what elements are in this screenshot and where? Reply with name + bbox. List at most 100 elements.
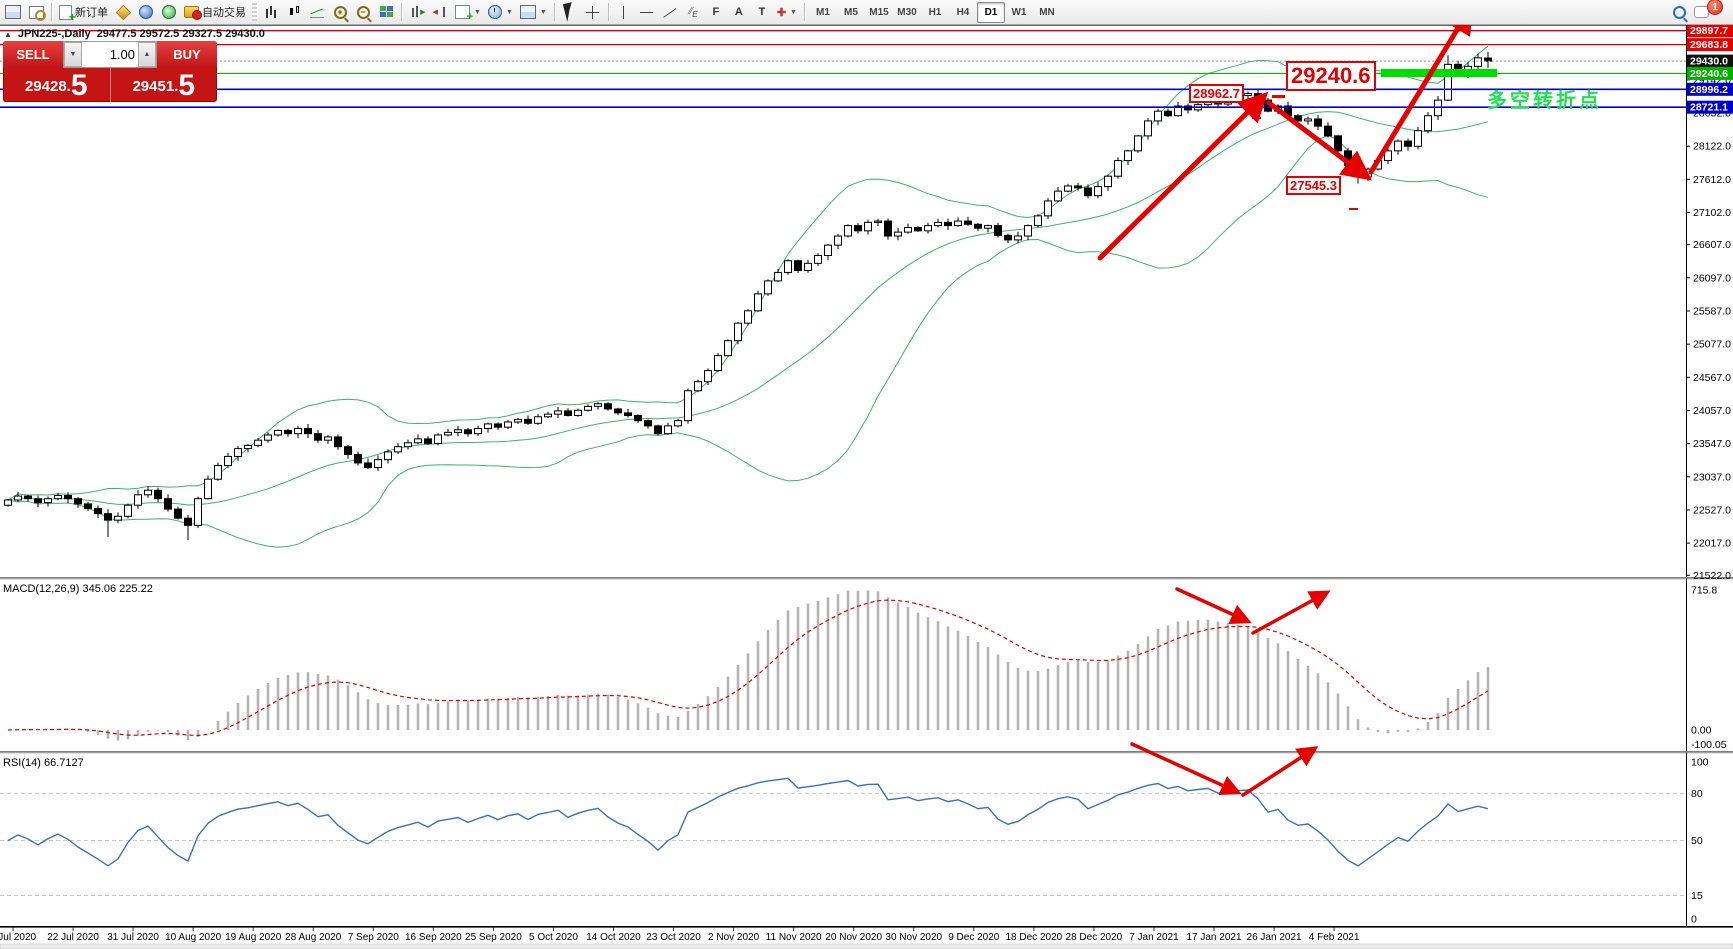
line-chart-button[interactable] xyxy=(306,2,328,23)
channel-button[interactable]: ⫽E xyxy=(682,2,704,23)
candle-body xyxy=(94,507,102,515)
candlestick-chart-button[interactable] xyxy=(283,2,305,23)
timeframe-h4[interactable]: H4 xyxy=(956,6,970,18)
trendline-button[interactable] xyxy=(659,2,681,23)
candle-body xyxy=(324,436,332,441)
text-button[interactable]: A xyxy=(728,2,750,23)
trend-arrow[interactable] xyxy=(1368,25,1473,175)
chevron-down-icon: ▼ xyxy=(790,8,797,16)
date-label: 25 Sep 2020 xyxy=(465,932,522,943)
quotes-button[interactable] xyxy=(112,2,134,23)
data-window-button[interactable] xyxy=(135,2,157,23)
candle-body xyxy=(274,429,282,436)
new-order-button[interactable]: 新订单 xyxy=(56,2,111,24)
zoom-out-button[interactable]: − xyxy=(352,2,374,23)
collapse-arrow-icon[interactable]: ▲ xyxy=(4,29,12,39)
candle-body xyxy=(1114,160,1122,177)
macd-indicator xyxy=(7,590,1490,741)
timeframe-m30[interactable]: M30 xyxy=(897,6,917,18)
market-watch-button[interactable] xyxy=(25,2,47,23)
candle-body xyxy=(244,444,252,450)
price-tag[interactable] xyxy=(1687,54,1733,68)
candle-body xyxy=(264,434,272,441)
autotrade-button[interactable]: 自动交易 xyxy=(181,2,249,23)
chart-ohlc-values: 29477.5 29572.5 29327.5 29430.0 xyxy=(96,28,265,40)
candle-body xyxy=(1294,115,1302,122)
macd-arrow[interactable] xyxy=(1175,587,1252,625)
price-tag[interactable] xyxy=(1687,82,1733,96)
sell-price-int: 29428. xyxy=(24,78,71,95)
price-tag[interactable] xyxy=(1687,38,1733,52)
candle-body xyxy=(284,429,292,435)
tile-windows-button[interactable] xyxy=(375,2,397,23)
candle-body xyxy=(514,418,522,423)
chevron-down-icon: ▼ xyxy=(474,8,481,16)
candle-body xyxy=(1334,135,1342,152)
date-label: 30 Nov 2020 xyxy=(885,932,942,943)
support-highlight-bar[interactable] xyxy=(1381,69,1497,77)
globe-icon xyxy=(139,5,153,19)
candle-body xyxy=(1394,140,1402,152)
volume-increment-button[interactable]: ▲ xyxy=(138,42,156,67)
candle-body xyxy=(664,425,672,435)
low-price-label[interactable]: 27545.3 xyxy=(1286,176,1341,195)
auto-scroll-icon xyxy=(410,6,426,18)
volume-decrement-button[interactable]: ▼ xyxy=(64,42,82,67)
candle-body xyxy=(1414,130,1422,147)
candle-body xyxy=(754,293,762,312)
candle-body xyxy=(64,494,72,500)
timeframe-m5[interactable]: M5 xyxy=(844,6,858,18)
chart-window[interactable]: 29142.028632.028122.027612.027102.026607… xyxy=(0,25,1733,949)
target-price-label[interactable]: 29240.6 xyxy=(1286,61,1376,91)
zoom-in-button[interactable]: + xyxy=(329,2,351,23)
buy-price[interactable]: 29451. 5 xyxy=(111,68,218,102)
fibonacci-button[interactable]: F xyxy=(705,2,727,23)
candle-body xyxy=(594,403,602,407)
candle-body xyxy=(614,408,622,414)
pivot-point-text[interactable]: 多空转折点 xyxy=(1487,90,1602,112)
text-label-button[interactable]: T xyxy=(751,2,773,23)
horizontal-line-button[interactable] xyxy=(636,2,658,23)
buy-button[interactable]: BUY xyxy=(157,41,217,68)
rsi-arrow[interactable] xyxy=(1241,746,1319,797)
candle-body xyxy=(314,433,322,441)
search-button[interactable] xyxy=(1668,2,1690,23)
peak-price-label[interactable]: 28962.7 xyxy=(1189,84,1244,103)
signals-button[interactable] xyxy=(158,2,180,23)
templates-button[interactable]: ▼ xyxy=(517,2,550,23)
rsi-arrow[interactable] xyxy=(1130,742,1242,796)
notifications-button[interactable]: 1 xyxy=(1691,0,1731,23)
sell-button[interactable]: SELL xyxy=(3,41,63,68)
crosshair-button[interactable] xyxy=(582,2,604,23)
timeframe-mn[interactable]: MN xyxy=(1039,6,1055,18)
timeframe-w1[interactable]: W1 xyxy=(1011,6,1027,18)
trend-arrow[interactable] xyxy=(1097,91,1269,261)
chart-window-button[interactable] xyxy=(2,2,24,23)
date-label: 7 Sep 2020 xyxy=(348,932,400,943)
chart-shift-button[interactable] xyxy=(429,2,451,23)
chart-panels-icon xyxy=(5,5,21,19)
macd-arrow[interactable] xyxy=(1251,590,1331,635)
volume-field[interactable]: ▼ 1.00 ▲ xyxy=(63,41,157,68)
macd-scale-label: -100.05 xyxy=(1691,739,1727,751)
arrows-button[interactable]: ✚ ▼ xyxy=(774,2,800,23)
candle-body xyxy=(1124,150,1132,162)
periods-button[interactable]: ▼ xyxy=(485,2,516,23)
auto-scroll-button[interactable] xyxy=(406,2,428,23)
trend-arrow[interactable] xyxy=(1266,100,1372,181)
price-tag[interactable] xyxy=(1687,100,1733,114)
price-tag[interactable] xyxy=(1687,66,1733,80)
vertical-line-button[interactable] xyxy=(613,2,635,23)
cursor-button[interactable] xyxy=(559,2,581,23)
bar-chart-button[interactable] xyxy=(260,2,282,23)
timeframe-h1[interactable]: H1 xyxy=(928,6,942,18)
sell-price[interactable]: 29428. 5 xyxy=(3,68,111,102)
timeframe-d1[interactable]: D1 xyxy=(976,1,1005,23)
timeframe-m1[interactable]: M1 xyxy=(816,6,830,18)
indicators-button[interactable]: ▼ xyxy=(452,2,484,23)
price-scale-label: 27102.0 xyxy=(1693,207,1731,219)
price-tag[interactable] xyxy=(1687,25,1733,38)
date-label: 10 Aug 2020 xyxy=(165,932,222,943)
timeframe-m15[interactable]: M15 xyxy=(869,6,889,18)
date-label: 4 Feb 2021 xyxy=(1309,932,1360,943)
